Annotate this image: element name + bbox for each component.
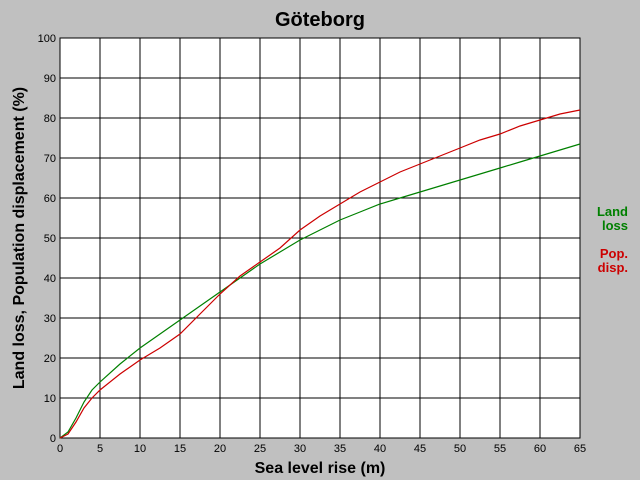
y-axis-label: Land loss, Population displacement (%)	[11, 87, 28, 389]
x-tick-label: 35	[334, 443, 346, 455]
y-tick-label: 60	[44, 193, 56, 205]
x-tick-label: 50	[454, 443, 466, 455]
land-loss-series-line	[59, 143, 581, 439]
y-tick-label: 10	[44, 393, 56, 405]
x-tick-label: 0	[57, 443, 63, 455]
legend-entry-text: disp.	[598, 260, 628, 275]
legend-entry-text: Pop.	[600, 246, 628, 261]
y-tick-label: 90	[44, 73, 56, 85]
y-tick-label: 40	[44, 273, 56, 285]
population-displacement-series-line	[59, 109, 581, 439]
series-lines	[59, 109, 581, 439]
grid-lines	[60, 38, 580, 438]
x-tick-label: 45	[414, 443, 426, 455]
x-tick-label: 15	[174, 443, 186, 455]
y-tick-label: 80	[44, 113, 56, 125]
x-tick-label: 40	[374, 443, 386, 455]
legend-entry-text: loss	[602, 218, 628, 233]
x-axis-label: Sea level rise (m)	[255, 460, 386, 477]
legend-entry-text: Land	[597, 204, 628, 219]
x-tick-label: 20	[214, 443, 226, 455]
x-tick-label: 65	[574, 443, 586, 455]
y-tick-label: 30	[44, 313, 56, 325]
y-tick-label: 100	[38, 33, 56, 45]
chart-title: Göteborg	[275, 9, 365, 31]
y-tick-label: 0	[50, 433, 56, 445]
y-tick-label: 70	[44, 153, 56, 165]
x-tick-label: 60	[534, 443, 546, 455]
y-tick-labels: 0 10 20 30 40 50 60 70 80 90 100	[38, 33, 56, 445]
x-tick-labels: 0 5 10 15 20 25 30 35 40 45 50 55 60 65	[57, 443, 586, 455]
y-tick-label: 50	[44, 233, 56, 245]
x-tick-label: 10	[134, 443, 146, 455]
x-tick-label: 30	[294, 443, 306, 455]
x-tick-label: 55	[494, 443, 506, 455]
x-tick-label: 25	[254, 443, 266, 455]
y-tick-label: 20	[44, 353, 56, 365]
x-tick-label: 5	[97, 443, 103, 455]
